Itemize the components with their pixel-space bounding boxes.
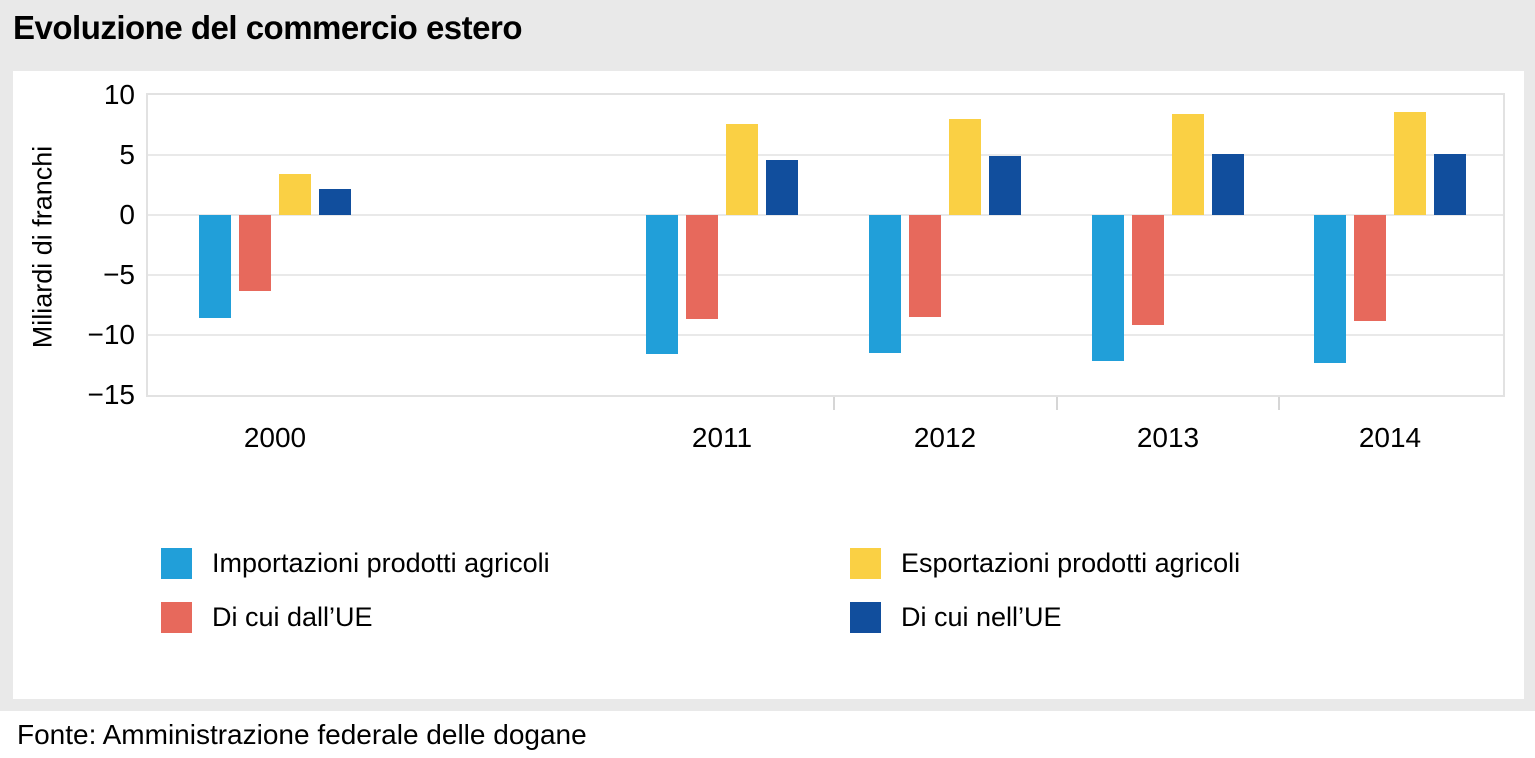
y-tick-label-10: 10 (103, 79, 135, 110)
bar-di-cui-nell-ue-2000 (319, 188, 351, 215)
x-tick-label-2014: 2014 (1358, 422, 1422, 453)
gridline-5 (148, 154, 1503, 156)
legend-label-di-cui-nell-ue: Di cui nell’UE (901, 602, 1062, 632)
bar-di-cui-dall-ue-2012 (909, 215, 941, 317)
y-tick-label-5: 5 (119, 139, 135, 170)
bar-importazioni-prodotti-agricoli-2013 (1092, 215, 1124, 362)
legend-swatch-esportazioni-prodotti-agricoli (850, 548, 881, 579)
bar-di-cui-nell-ue-2013 (1212, 153, 1244, 215)
y-axis-title: Miliardi di franchi (27, 145, 58, 349)
legend-label-esportazioni-prodotti-agricoli: Esportazioni prodotti agricoli (901, 548, 1241, 578)
bar-di-cui-dall-ue-2000 (239, 215, 271, 291)
bar-di-cui-nell-ue-2011 (766, 159, 798, 215)
legend-swatch-importazioni-prodotti-agricoli (161, 548, 192, 579)
chart-panel: Miliardi di franchi 10 5 0 −5 −10 −15 2000 201… (13, 71, 1524, 699)
bar-esportazioni-prodotti-agricoli-2013 (1172, 114, 1204, 215)
x-axis-divider-tick (1278, 397, 1280, 410)
bar-esportazioni-prodotti-agricoli-2012 (949, 119, 981, 215)
bar-importazioni-prodotti-agricoli-2000 (199, 215, 231, 319)
x-axis-divider-tick (1055, 397, 1058, 410)
bar-di-cui-nell-ue-2012 (989, 156, 1021, 215)
bar-importazioni-prodotti-agricoli-2014 (1314, 215, 1346, 363)
bar-importazioni-prodotti-agricoli-2012 (869, 215, 901, 353)
bar-esportazioni-prodotti-agricoli-2011 (726, 123, 758, 215)
legend-swatch-di-cui-nell-ue (850, 602, 881, 633)
y-tick-label-0: 0 (119, 199, 135, 230)
bar-esportazioni-prodotti-agricoli-2014 (1394, 111, 1426, 215)
bar-di-cui-dall-ue-2014 (1354, 215, 1386, 321)
source-text: Fonte: Amministrazione federale delle do… (17, 718, 587, 750)
bar-di-cui-dall-ue-2013 (1132, 215, 1164, 326)
y-tick-label--10: −10 (87, 319, 136, 350)
source-footer: Fonte: Amministrazione federale delle do… (0, 711, 1535, 758)
bar-importazioni-prodotti-agricoli-2011 (646, 215, 678, 355)
x-tick-label-2011: 2011 (691, 422, 753, 453)
x-tick-label-2000: 2000 (243, 422, 307, 453)
legend-swatch-di-cui-dall-ue (161, 602, 192, 633)
gridline-0 (148, 214, 1503, 216)
plot-area (146, 93, 1505, 397)
legend-label-importazioni-prodotti-agricoli: Importazioni prodotti agricoli (212, 548, 550, 578)
gridline--10 (148, 334, 1503, 336)
chart-title: Evoluzione del commercio estero (13, 9, 523, 46)
x-tick-label-2012: 2012 (913, 422, 977, 453)
bar-di-cui-nell-ue-2014 (1434, 153, 1466, 215)
legend-label-di-cui-dall-ue: Di cui dall’UE (212, 602, 373, 632)
gridline--5 (148, 274, 1503, 276)
bar-di-cui-dall-ue-2011 (686, 215, 718, 320)
y-tick-label--5: −5 (103, 259, 135, 290)
bar-esportazioni-prodotti-agricoli-2000 (279, 174, 311, 215)
x-tick-label-2013: 2013 (1136, 422, 1200, 453)
y-tick-label--15: −15 (87, 379, 136, 410)
x-axis-divider-tick (832, 397, 835, 410)
